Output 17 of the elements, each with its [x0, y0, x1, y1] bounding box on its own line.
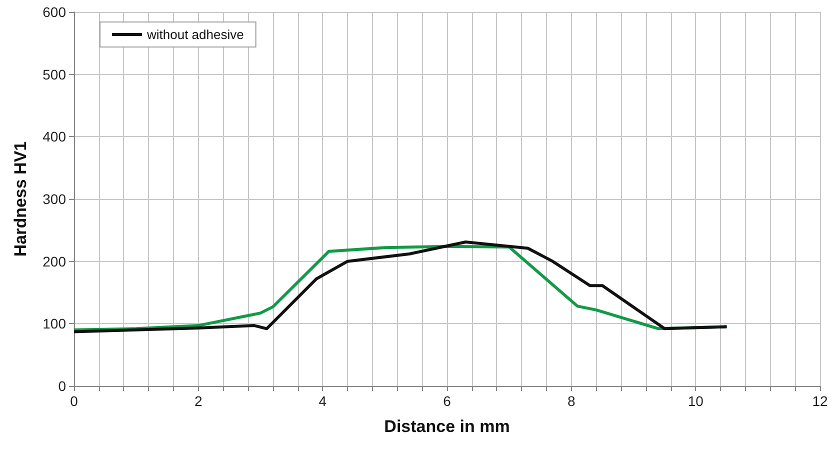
- x-tick-label: 8: [567, 393, 576, 409]
- x-axis-title: Distance in mm: [384, 417, 510, 436]
- y-tick-label: 300: [42, 191, 66, 207]
- x-tick-label: 6: [443, 393, 452, 409]
- y-axis-title: Hardness HV1: [11, 141, 30, 257]
- x-tick-label: 10: [688, 393, 704, 409]
- y-tick-label: 600: [42, 4, 66, 20]
- y-tick-label: 200: [42, 253, 66, 270]
- x-tick-label: 12: [812, 393, 828, 409]
- x-tick-label: 0: [70, 393, 78, 409]
- y-tick-label: 500: [42, 66, 66, 82]
- legend-label: without adhesive: [146, 27, 244, 42]
- y-tick-label: 100: [42, 316, 66, 332]
- y-tick-label: 0: [58, 378, 66, 394]
- x-tick-label: 4: [318, 393, 327, 409]
- x-tick-label: 2: [194, 393, 202, 409]
- y-tick-label: 400: [42, 128, 66, 145]
